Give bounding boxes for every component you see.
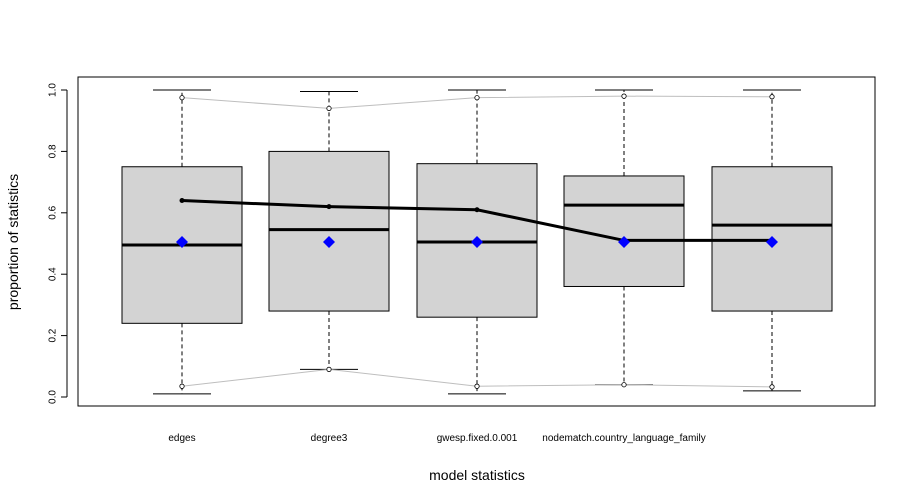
- markers-layer: [176, 235, 778, 248]
- quantile-point: [179, 95, 185, 101]
- x-tick-label: degree3: [311, 433, 348, 444]
- y-tick-label: 0.8: [48, 144, 59, 158]
- box: [268, 150, 390, 312]
- mean-marker: [618, 235, 630, 248]
- quantile-point: [326, 105, 332, 112]
- observed-point: [474, 207, 480, 213]
- x-tick-label: nodematch.country_language_family: [542, 433, 705, 444]
- box: [416, 163, 538, 318]
- y-tick-label: 0.2: [48, 328, 59, 342]
- x-tick-label: gwesp.fixed.0.001: [437, 433, 518, 444]
- y-tick-label: 0.6: [48, 205, 59, 219]
- y-axis-title: proportion of statistics: [5, 174, 21, 310]
- mean-marker: [176, 235, 188, 248]
- mean-marker: [471, 235, 483, 248]
- quantile-point: [621, 382, 627, 388]
- quantile-point: [474, 383, 480, 389]
- y-tick-label: 0.4: [48, 267, 59, 281]
- mean-marker: [766, 235, 778, 248]
- quantile-point: [326, 366, 332, 372]
- y-tick-label: 1.0: [48, 83, 59, 97]
- y-axis: 0.0 0.2 0.4 0.6 0.8 1.0: [48, 83, 68, 404]
- mean-marker: [323, 235, 335, 248]
- quantile-point: [769, 384, 775, 390]
- x-axis-title: model statistics: [429, 467, 525, 483]
- y-tick-label: 0.0: [48, 390, 59, 404]
- quantile-point: [769, 94, 775, 100]
- observed-point: [326, 204, 332, 210]
- x-axis-labels: edges degree3 gwesp.fixed.0.001 nodematch.c…: [168, 433, 705, 444]
- x-tick-label: edges: [168, 433, 195, 444]
- quantile-point: [474, 95, 480, 101]
- plot-frame: [77, 76, 876, 407]
- boxes-layer: [121, 89, 833, 395]
- quantile-point: [621, 93, 627, 99]
- observed-point: [179, 198, 185, 204]
- quantile-point: [179, 383, 185, 389]
